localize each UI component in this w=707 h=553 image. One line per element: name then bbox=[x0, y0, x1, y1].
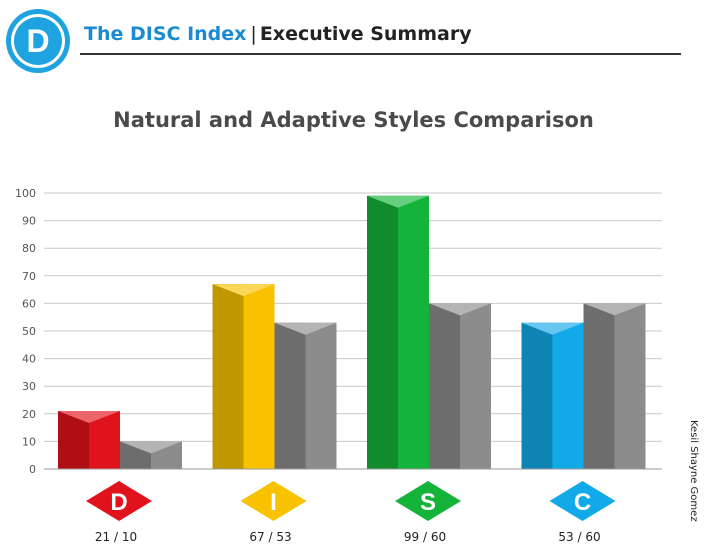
disc-logo: D bbox=[6, 9, 70, 73]
category-letter-d: D bbox=[110, 489, 127, 516]
bar-adaptive-c bbox=[583, 303, 646, 469]
y-tick-label: 50 bbox=[22, 325, 36, 338]
y-tick-label: 100 bbox=[15, 187, 36, 200]
category-letter-s: S bbox=[420, 489, 436, 516]
header-title: The DISC Index | Executive Summary bbox=[84, 23, 472, 45]
category-diamond-i bbox=[240, 481, 307, 521]
bar-adaptive-i bbox=[274, 322, 337, 469]
y-tick-label: 20 bbox=[22, 408, 36, 421]
y-tick-label: 30 bbox=[22, 380, 36, 393]
logo-letter: D bbox=[26, 23, 49, 59]
y-tick-label: 70 bbox=[22, 270, 36, 283]
category-score-s: 99 / 60 bbox=[404, 530, 446, 544]
bar-natural-s bbox=[367, 195, 429, 469]
bar-natural-c bbox=[521, 322, 584, 469]
bar-adaptive-s bbox=[429, 303, 491, 469]
category-letter-i: I bbox=[270, 489, 277, 516]
category-diamond-c bbox=[549, 481, 616, 521]
header-divider bbox=[80, 53, 681, 55]
category-score-c: 53 / 60 bbox=[558, 530, 600, 544]
y-tick-label: 0 bbox=[29, 463, 36, 476]
y-tick-label: 40 bbox=[22, 353, 36, 366]
chart-title: Natural and Adaptive Styles Comparison bbox=[113, 108, 594, 132]
category-diamond-s bbox=[395, 481, 461, 521]
brand-name: The DISC Index bbox=[84, 23, 247, 45]
bar-adaptive-d bbox=[120, 441, 182, 469]
section-title: Executive Summary bbox=[259, 23, 472, 45]
bar-natural-i bbox=[212, 284, 275, 469]
y-tick-label: 10 bbox=[22, 435, 36, 448]
header-separator: | bbox=[250, 23, 257, 45]
side-note: Kesil Shayne Gomez bbox=[688, 420, 699, 522]
y-tick-label: 80 bbox=[22, 242, 36, 255]
y-tick-label: 60 bbox=[22, 297, 36, 310]
bar-natural-d bbox=[58, 411, 120, 469]
category-score-d: 21 / 10 bbox=[95, 530, 137, 544]
category-diamond-d bbox=[86, 481, 152, 521]
category-letter-c: C bbox=[574, 489, 591, 516]
y-tick-label: 90 bbox=[22, 215, 36, 228]
category-score-i: 67 / 53 bbox=[249, 530, 291, 544]
